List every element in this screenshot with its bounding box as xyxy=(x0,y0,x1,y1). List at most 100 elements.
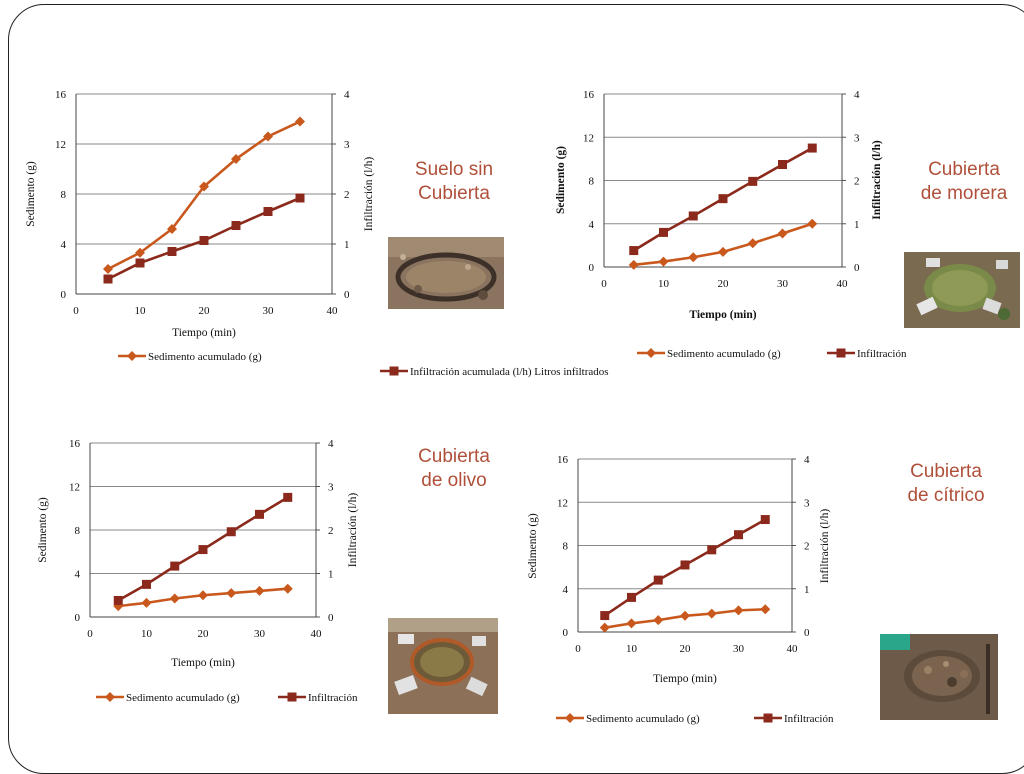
infiltration-point xyxy=(680,560,690,570)
y2-tick-label: 1 xyxy=(854,219,860,231)
legend-swatch-marker xyxy=(389,366,399,376)
y2-tick-label: 0 xyxy=(344,289,350,301)
y-tick-label: 0 xyxy=(563,627,569,639)
infiltration-point xyxy=(600,611,610,621)
infiltration-point xyxy=(707,545,717,555)
citrus-cover-photo xyxy=(880,634,998,720)
infiltration-point xyxy=(226,527,236,537)
y2-tick-label: 1 xyxy=(344,239,350,251)
x-tick-label: 20 xyxy=(198,628,210,640)
sediment-point xyxy=(706,608,717,619)
legend-label: Sedimento acumulado (g) xyxy=(148,351,262,363)
caption-cubierta-de-olivo: Cubierta de olivo xyxy=(418,446,490,491)
sediment-point xyxy=(718,246,728,257)
y-tick-label: 0 xyxy=(61,289,67,301)
infiltration-point xyxy=(199,236,209,245)
x-axis-title: Tiempo (min) xyxy=(171,657,235,669)
y-tick-label: 0 xyxy=(75,612,81,624)
sediment-point xyxy=(226,588,237,599)
y-tick-label: 0 xyxy=(589,262,595,274)
legend-label: Infiltración xyxy=(308,692,358,704)
sediment-point xyxy=(199,181,209,192)
legend-swatch-marker xyxy=(127,351,137,361)
infiltration-point xyxy=(231,221,241,230)
y-axis-title: Sedimento (g) xyxy=(37,497,49,563)
infiltration-point xyxy=(718,194,728,204)
y-tick-label: 12 xyxy=(69,482,80,494)
y-tick-label: 12 xyxy=(55,139,66,151)
x-tick-label: 10 xyxy=(658,278,670,290)
y-axis-title: Sedimento (g) xyxy=(25,161,37,227)
infiltration-point xyxy=(653,575,663,585)
sediment-point xyxy=(747,238,758,249)
y2-tick-label: 0 xyxy=(328,612,334,624)
x-tick-label: 10 xyxy=(135,305,147,317)
infiltration-point xyxy=(283,492,293,502)
legend-swatch-marker xyxy=(646,348,656,358)
legend-label: Sedimento acumulado (g) xyxy=(586,713,700,725)
y2-tick-label: 2 xyxy=(344,189,350,201)
olive-cover-photo xyxy=(388,618,498,714)
sediment-point xyxy=(777,228,788,239)
x-tick-label: 30 xyxy=(777,278,789,290)
infiltration-point xyxy=(760,515,770,525)
x-tick-label: 10 xyxy=(626,643,638,655)
infiltration-point xyxy=(167,247,177,256)
sediment-point xyxy=(263,131,273,142)
y2-tick-label: 4 xyxy=(804,454,810,466)
infiltration-point xyxy=(103,274,113,284)
x-tick-label: 10 xyxy=(141,628,153,640)
sediment-point xyxy=(688,252,699,263)
y2-axis-title: Infiltración (l/h) xyxy=(363,157,375,232)
sediment-point xyxy=(198,590,208,601)
sediment-point xyxy=(626,618,637,629)
sediment-point xyxy=(760,604,771,615)
y2-tick-label: 2 xyxy=(804,541,810,553)
sediment-point xyxy=(653,615,664,626)
x-tick-label: 20 xyxy=(199,305,211,317)
y-tick-label: 4 xyxy=(61,239,67,251)
sediment-point xyxy=(254,585,265,596)
sediment-point xyxy=(167,224,177,234)
infiltration-point xyxy=(113,595,123,605)
x-tick-label: 0 xyxy=(73,305,79,317)
y2-tick-label: 1 xyxy=(328,569,334,581)
legend-label: Sedimento acumulado (g) xyxy=(667,348,781,360)
y2-tick-label: 3 xyxy=(854,132,860,144)
sediment-point xyxy=(141,597,152,608)
y2-tick-label: 3 xyxy=(804,497,810,509)
y-tick-label: 16 xyxy=(557,454,569,466)
infiltration-point xyxy=(734,530,743,540)
y-tick-label: 16 xyxy=(583,89,595,101)
y2-tick-label: 4 xyxy=(854,89,860,101)
y-axis-title: Sedimento (g) xyxy=(527,513,539,579)
y-axis-title: Sedimento (g) xyxy=(555,146,567,214)
x-tick-label: 0 xyxy=(575,643,581,655)
x-tick-label: 40 xyxy=(311,628,323,640)
caption-suelo-sin-cubierta: Suelo sin Cubierta xyxy=(414,159,494,204)
legend-label: Sedimento acumulado (g) xyxy=(126,692,240,704)
x-tick-label: 0 xyxy=(87,628,93,640)
x-tick-label: 40 xyxy=(327,305,339,317)
legend-swatch-marker xyxy=(763,713,773,723)
sediment-point xyxy=(103,264,113,274)
sediment-point xyxy=(680,610,690,621)
mulberry-cover-photo xyxy=(904,252,1020,328)
y-tick-label: 4 xyxy=(75,569,81,581)
sediment-point xyxy=(733,605,744,616)
y2-tick-label: 4 xyxy=(328,438,334,450)
y2-tick-label: 1 xyxy=(804,584,810,596)
sediment-point xyxy=(658,256,669,267)
y2-axis-title: Infiltración (l/h) xyxy=(347,493,359,568)
y-tick-label: 8 xyxy=(563,541,569,553)
infiltration-point xyxy=(142,579,151,589)
legend-label: Infiltración xyxy=(857,348,907,360)
x-tick-label: 40 xyxy=(837,278,849,290)
sediment-point xyxy=(135,247,145,258)
infiltration-point xyxy=(688,211,698,221)
y-tick-label: 4 xyxy=(589,219,595,231)
legend-swatch-marker xyxy=(836,348,846,358)
